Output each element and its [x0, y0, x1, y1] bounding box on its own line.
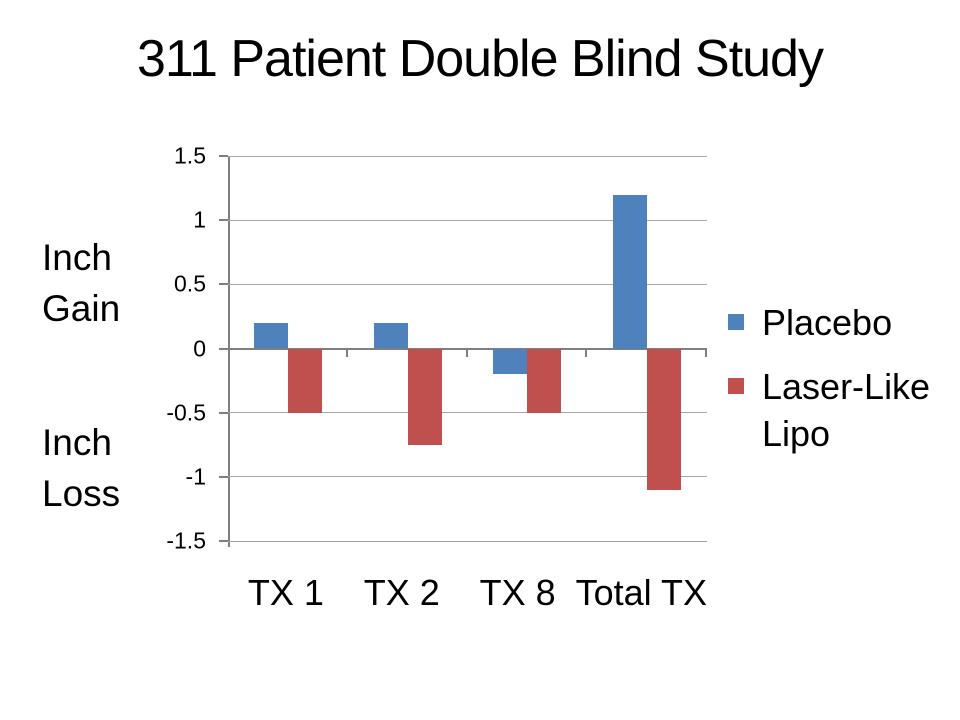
y-tick-label--1: -1 [185, 463, 206, 490]
y-tick-label--1.5: -1.5 [166, 527, 206, 554]
gridline-1 [228, 219, 707, 221]
y-tick-mark--1.5 [219, 540, 228, 542]
bar-placebo-tx-8 [493, 348, 528, 375]
legend-swatch-laser-like-lipo-icon [728, 377, 744, 394]
y-tick-mark-0 [219, 347, 228, 350]
y-axis-line [228, 156, 230, 547]
legend: Placebo Laser-Like Lipo [728, 300, 960, 457]
gridline--1 [228, 476, 707, 478]
y-tick-label-0.5: 0.5 [174, 270, 206, 297]
legend-entry-placebo: Placebo [728, 300, 960, 347]
x-tick-mark-4 [705, 348, 707, 357]
bar-laser-like-lipo-tx-2 [407, 348, 442, 445]
x-axis-label-total-tx: Total TX [575, 572, 707, 613]
legend-swatch-placebo-icon [728, 314, 744, 330]
gridline-0.5 [228, 283, 707, 285]
bar-placebo-tx-2 [373, 322, 408, 349]
bar-placebo-tx-1 [253, 322, 288, 349]
y-axis-annotation-inch-gain: Inch Gain [42, 237, 121, 330]
bar-placebo-total-tx [613, 194, 648, 349]
y-tick-mark-1.5 [219, 155, 228, 157]
x-tick-mark-1 [345, 348, 348, 357]
y-axis-annotation-inch-loss: Inch Loss [42, 422, 121, 515]
x-tick-mark-2 [465, 348, 468, 357]
y-tick-label--0.5: -0.5 [166, 399, 206, 426]
x-axis-label-tx-2: TX 2 [363, 572, 440, 613]
category-axis-zero-line [228, 347, 707, 350]
x-axis-label-tx-1: TX 1 [247, 572, 324, 613]
chart-title: 311 Patient Double Blind Study [137, 30, 824, 88]
plot-area [219, 155, 707, 547]
gridline--0.5 [228, 412, 707, 414]
legend-entry-laser-like-lipo: Laser-Like Lipo [728, 364, 960, 458]
x-tick-mark-3 [585, 348, 588, 357]
y-tick-mark-0.5 [219, 283, 228, 286]
gridline-1.5 [228, 155, 707, 157]
legend-label-laser-like-lipo: Laser-Like Lipo [762, 365, 931, 454]
y-tick-mark--0.5 [219, 411, 228, 414]
x-axis-label-tx-8: TX 8 [479, 572, 556, 613]
y-tick-label-1: 1 [193, 206, 206, 233]
y-axis-tick-labels: 1.5 1 0.5 0 -0.5 -1 -1.5 [118, 143, 206, 554]
x-axis-labels: TX 1 TX 2 TX 8 Total TX [228, 572, 707, 614]
y-tick-mark--1 [219, 475, 228, 478]
y-tick-label-1.5: 1.5 [174, 142, 206, 169]
legend-label-placebo: Placebo [762, 302, 893, 343]
bar-laser-like-lipo-tx-8 [527, 348, 562, 413]
bar-laser-like-lipo-tx-1 [287, 348, 322, 413]
gridline--1.5 [228, 540, 707, 542]
y-tick-mark-1 [219, 219, 228, 222]
y-tick-label-0: 0 [193, 335, 206, 361]
bar-laser-like-lipo-total-tx [647, 348, 682, 490]
